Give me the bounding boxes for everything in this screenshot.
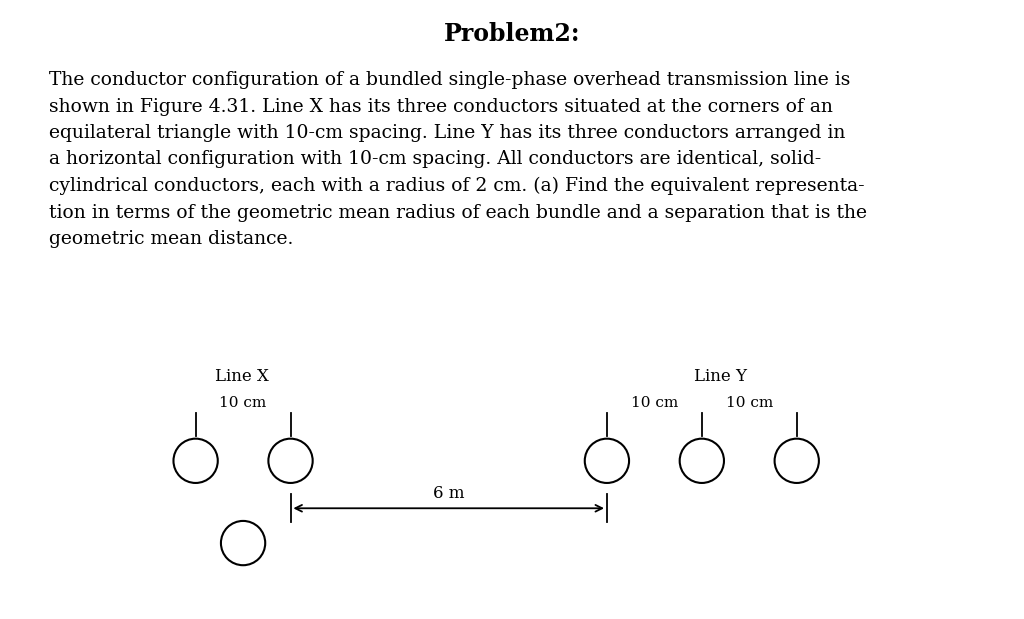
Circle shape	[173, 439, 218, 483]
Circle shape	[774, 439, 819, 483]
Text: 6 m: 6 m	[433, 485, 465, 502]
Circle shape	[680, 439, 724, 483]
Text: Problem2:: Problem2:	[443, 22, 581, 46]
Text: 10 cm: 10 cm	[726, 396, 773, 410]
Text: Line Y: Line Y	[694, 368, 748, 385]
Circle shape	[268, 439, 312, 483]
Circle shape	[221, 521, 265, 565]
Text: 10 cm: 10 cm	[631, 396, 678, 410]
Circle shape	[585, 439, 629, 483]
Text: 10 cm: 10 cm	[219, 396, 266, 410]
Text: The conductor configuration of a bundled single-phase overhead transmission line: The conductor configuration of a bundled…	[49, 71, 867, 248]
Text: Line X: Line X	[215, 368, 268, 385]
